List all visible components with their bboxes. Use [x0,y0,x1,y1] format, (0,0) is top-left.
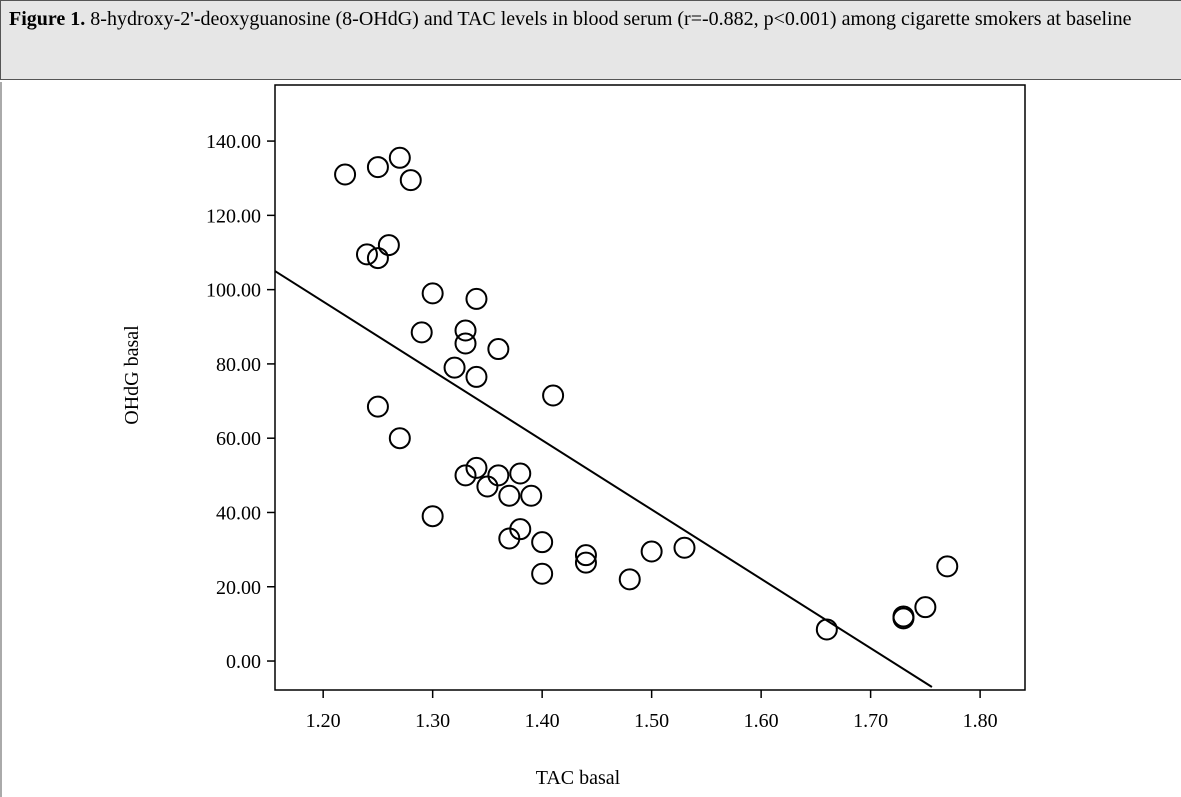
point [574,551,597,574]
x-tick-label: 1.70 [853,710,888,732]
point [366,156,389,179]
point [892,605,915,628]
x-tick-label: 1.40 [525,710,560,732]
y-tick-label: 140.00 [206,131,261,153]
point [574,544,597,567]
y-tick-label: 100.00 [206,280,261,302]
point [421,505,444,528]
point [443,356,466,379]
point [399,169,422,192]
y-tick-label: 0.00 [226,651,261,673]
x-tick-label: 1.80 [963,710,998,732]
y-tick-label: 60.00 [216,428,261,450]
y-tick-label: 80.00 [216,354,261,376]
caption-text: 8-hydroxy-2'-deoxyguanosine (8-OHdG) and… [90,8,1132,30]
point [618,568,641,591]
x-tick-label: 1.60 [744,710,779,732]
point [531,562,554,585]
point [815,618,838,641]
point [487,338,510,361]
point [892,607,915,630]
point [465,456,488,479]
x-tick-label: 1.20 [306,710,341,732]
point [487,464,510,487]
point [454,464,477,487]
x-axis-label: TAC basal [536,767,621,789]
caption-label: Figure 1. [9,8,86,30]
point [640,540,663,563]
point [520,484,543,507]
point [388,427,411,450]
point [531,531,554,554]
plot-frame [274,84,1026,691]
y-tick-label: 20.00 [216,577,261,599]
point [465,287,488,310]
caption-box: Figure 1. 8-hydroxy-2'-deoxyguanosine (8… [0,0,1181,80]
y-axis-label: OHdG basal [121,325,143,425]
trend-line [274,270,933,688]
point [454,319,477,342]
point [509,462,532,485]
point [355,243,378,266]
point [366,247,389,270]
y-tick-label: 120.00 [206,205,261,227]
point [334,163,357,186]
point [673,536,696,559]
point [476,475,499,498]
point [410,321,433,344]
point [454,332,477,355]
point [388,146,411,169]
point [936,555,959,578]
x-tick-label: 1.30 [415,710,450,732]
y-tick-label: 40.00 [216,502,261,524]
point [366,395,389,418]
point [498,484,521,507]
x-tick-label: 1.50 [634,710,669,732]
point [465,365,488,388]
point [914,596,937,619]
point [377,234,400,257]
point [498,527,521,550]
point [421,282,444,305]
point [542,384,565,407]
